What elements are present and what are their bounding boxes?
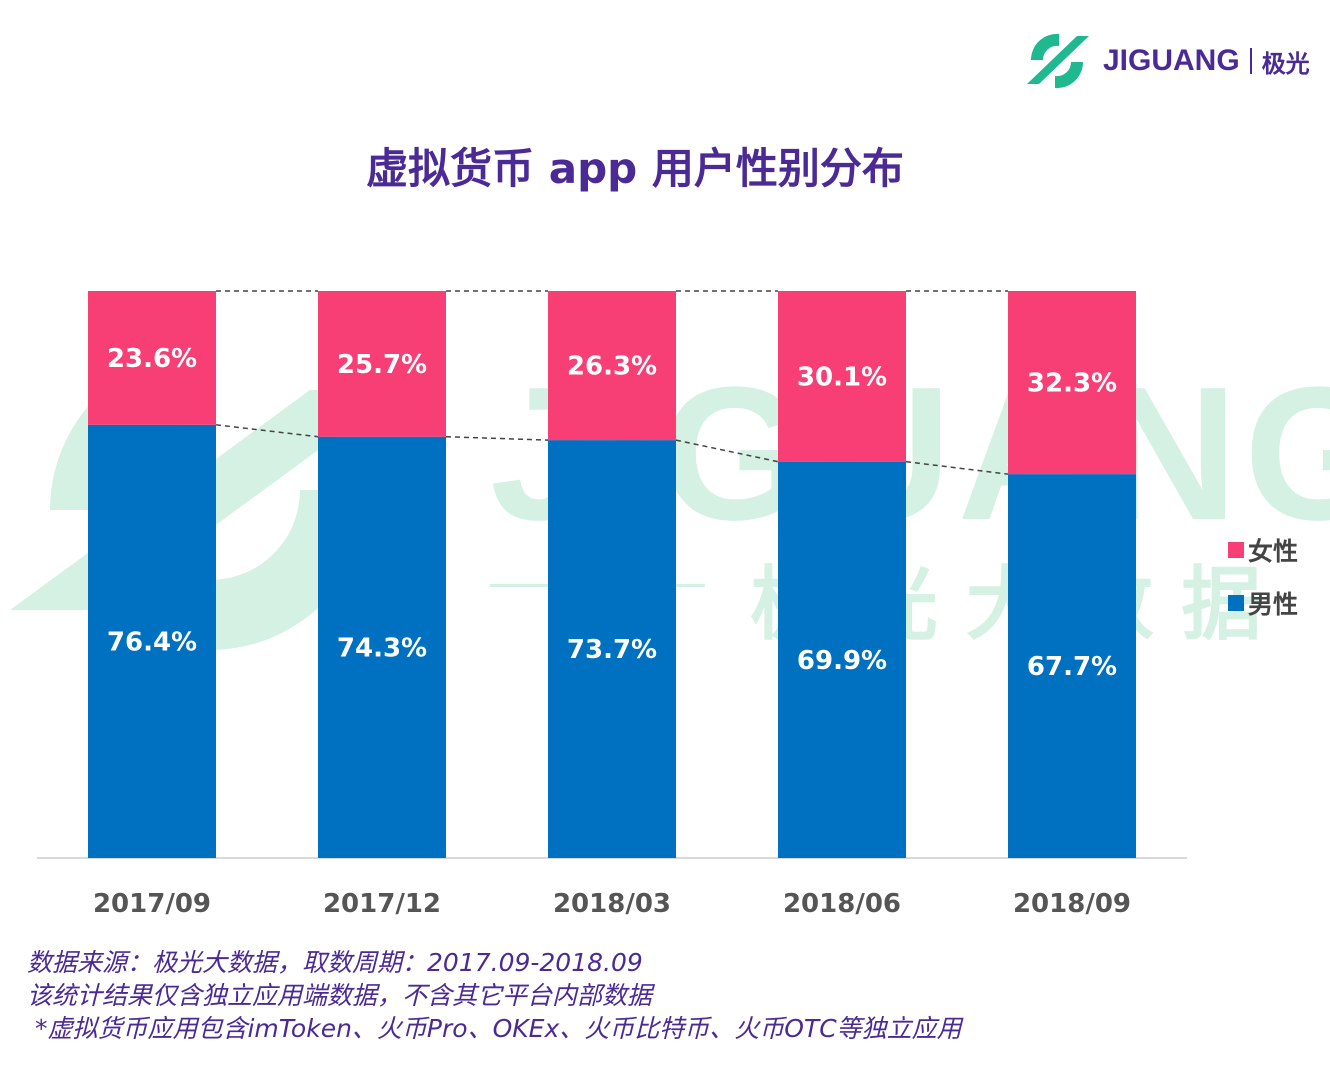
legend-label-male: 男性 <box>1248 590 1299 619</box>
legend-swatch-female <box>1228 542 1244 558</box>
series-line-male <box>675 439 779 463</box>
x-tick-label: 2018/03 <box>553 889 671 919</box>
logo-cn: 极光 <box>1261 49 1310 78</box>
series-line-male <box>445 435 549 441</box>
bar-male <box>318 436 446 858</box>
series-line-male <box>905 460 1009 475</box>
data-label-male: 76.4% <box>107 627 197 657</box>
data-label-female: 26.3% <box>567 352 657 382</box>
data-label-male: 74.3% <box>337 633 427 663</box>
bar-female <box>548 291 676 441</box>
bar-male <box>548 440 676 858</box>
x-tick-label: 2017/09 <box>93 889 211 919</box>
jiguang-logo-icon <box>1027 33 1089 89</box>
data-label-male: 67.7% <box>1027 652 1117 682</box>
legend-swatch-male <box>1228 595 1244 611</box>
bar-female <box>1008 291 1136 475</box>
bar-female <box>318 291 446 437</box>
jiguang-logo: JIGUANG 极光 <box>1025 32 1310 90</box>
legend-label-female: 女性 <box>1248 537 1299 566</box>
stacked-bar-chart: 76.4% 23.6% 2017/09 74.3% 25.7% 2017/12 73.7% 2… <box>37 290 1187 919</box>
chart-title: 虚拟货币 app 用户性别分布 <box>366 144 904 193</box>
footnote-source: 数据来源：极光大数据，取数周期：2017.09-2018.09 <box>27 948 643 977</box>
bar-male <box>1008 474 1136 858</box>
logo-text: JIGUANG <box>1103 44 1240 77</box>
x-tick-label: 2018/09 <box>1013 889 1131 919</box>
x-tick-label: 2018/06 <box>783 889 901 919</box>
legend-item-male: 男性 <box>1228 585 1298 621</box>
x-tick-label: 2017/12 <box>323 889 441 919</box>
bar-female <box>88 291 216 425</box>
footnotes: 数据来源：极光大数据，取数周期：2017.09-2018.09 该统计结果仅含独… <box>27 946 962 1045</box>
bar-male <box>778 461 906 858</box>
data-label-female: 32.3% <box>1027 369 1117 399</box>
legend-item-female: 女性 <box>1228 532 1298 568</box>
logo-divider <box>1249 48 1252 74</box>
data-label-male: 73.7% <box>567 635 657 665</box>
footnote-apps: *虚拟货币应用包含imToken、火币Pro、OKEx、火币比特币、火币OTC等… <box>27 1014 962 1043</box>
footnote-scope: 该统计结果仅含独立应用端数据，不含其它平台内部数据 <box>27 981 653 1010</box>
bar-male <box>88 424 216 858</box>
data-label-female: 25.7% <box>337 350 427 380</box>
data-label-male: 69.9% <box>797 646 887 676</box>
data-label-female: 23.6% <box>107 344 197 374</box>
data-label-female: 30.1% <box>797 362 887 392</box>
series-line-male <box>215 424 319 438</box>
bar-female <box>778 291 906 462</box>
